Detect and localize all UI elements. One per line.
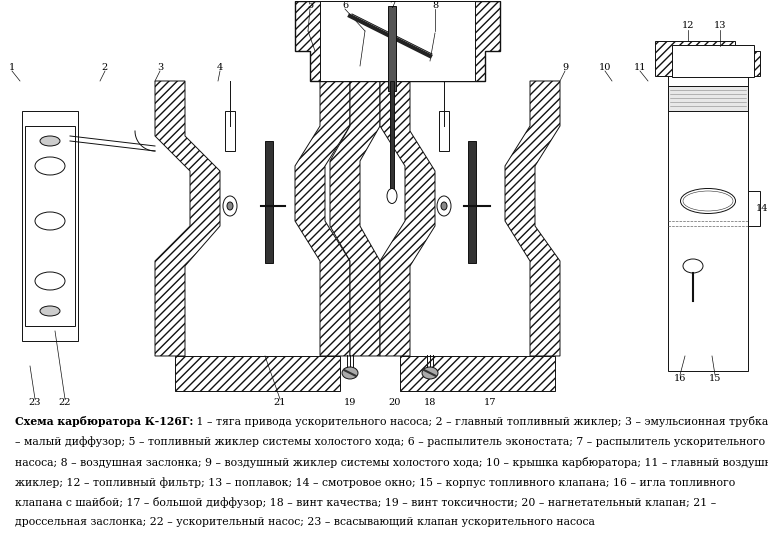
Text: 19: 19 <box>344 399 356 407</box>
Polygon shape <box>655 41 760 76</box>
Text: 8: 8 <box>432 2 438 10</box>
Bar <box>155 356 325 391</box>
Text: 9: 9 <box>562 63 568 72</box>
Text: 10: 10 <box>599 63 611 72</box>
Bar <box>225 111 235 151</box>
Text: 21: 21 <box>273 399 286 407</box>
Bar <box>748 191 760 226</box>
Bar <box>22 111 78 341</box>
Bar <box>90 136 660 266</box>
Polygon shape <box>175 356 340 391</box>
Text: насоса; 8 – воздушная заслонка; 9 – воздушный жиклер системы холостого хода; 10 : насоса; 8 – воздушная заслонка; 9 – возд… <box>15 457 768 467</box>
Text: 16: 16 <box>674 374 686 384</box>
Text: 20: 20 <box>389 399 401 407</box>
Ellipse shape <box>387 188 397 203</box>
Ellipse shape <box>342 367 358 379</box>
Text: дроссельная заслонка; 22 – ускорительный насос; 23 – всасывающий клапан ускорите: дроссельная заслонка; 22 – ускорительный… <box>15 517 595 527</box>
Bar <box>388 6 396 91</box>
Ellipse shape <box>40 136 60 146</box>
Polygon shape <box>505 81 560 356</box>
Bar <box>10 51 90 391</box>
Ellipse shape <box>683 259 703 273</box>
Text: 3: 3 <box>157 63 163 72</box>
Ellipse shape <box>437 196 451 216</box>
Text: 1: 1 <box>9 63 15 72</box>
Text: 6: 6 <box>342 2 348 10</box>
Text: – малый диффузор; 5 – топливный жиклер системы холостого хода; 6 – распылитель э: – малый диффузор; 5 – топливный жиклер с… <box>15 437 766 447</box>
Bar <box>390 81 394 201</box>
Polygon shape <box>295 81 350 356</box>
Bar <box>90 356 660 391</box>
Text: 13: 13 <box>713 22 727 30</box>
Bar <box>655 51 760 391</box>
Polygon shape <box>400 356 555 391</box>
Bar <box>439 111 449 151</box>
Text: 5: 5 <box>307 2 313 10</box>
Bar <box>380 356 560 391</box>
Text: 18: 18 <box>424 399 436 407</box>
Text: 1 – тяга привода ускорительного насоса; 2 – главный топливный жиклер; 3 – эмульс: 1 – тяга привода ускорительного насоса; … <box>194 417 768 427</box>
Ellipse shape <box>40 306 60 316</box>
Text: 17: 17 <box>484 399 496 407</box>
Bar <box>668 86 748 111</box>
Ellipse shape <box>35 272 65 290</box>
Text: 12: 12 <box>682 22 694 30</box>
Ellipse shape <box>35 157 65 175</box>
Ellipse shape <box>441 202 447 210</box>
Ellipse shape <box>35 212 65 230</box>
Text: клапана с шайбой; 17 – большой диффузор; 18 – винт качества; 19 – винт токсичнос: клапана с шайбой; 17 – большой диффузор;… <box>15 497 717 508</box>
Text: Схема карбюратора К-126Г:: Схема карбюратора К-126Г: <box>15 417 194 427</box>
Ellipse shape <box>680 188 736 214</box>
Text: 22: 22 <box>58 399 71 407</box>
Text: 2: 2 <box>102 63 108 72</box>
Polygon shape <box>295 1 500 81</box>
Text: 15: 15 <box>709 374 721 384</box>
Ellipse shape <box>227 202 233 210</box>
Bar <box>668 71 748 371</box>
Text: 14: 14 <box>756 204 768 214</box>
Polygon shape <box>155 81 220 356</box>
Polygon shape <box>330 81 380 356</box>
Bar <box>668 41 758 81</box>
Ellipse shape <box>223 196 237 216</box>
Bar <box>25 126 75 326</box>
Text: 11: 11 <box>634 63 646 72</box>
Bar <box>90 46 660 81</box>
Text: 4: 4 <box>217 63 223 72</box>
Bar <box>265 141 273 263</box>
Bar <box>672 45 754 77</box>
Bar <box>320 1 475 81</box>
Bar <box>325 6 470 76</box>
Text: 7: 7 <box>389 2 395 10</box>
Text: жиклер; 12 – топливный фильтр; 13 – поплавок; 14 – смотровое окно; 15 – корпус т: жиклер; 12 – топливный фильтр; 13 – попл… <box>15 477 736 487</box>
Ellipse shape <box>422 367 438 379</box>
Bar <box>90 51 155 81</box>
Text: 23: 23 <box>28 399 41 407</box>
Polygon shape <box>380 81 435 356</box>
Bar <box>468 141 476 263</box>
